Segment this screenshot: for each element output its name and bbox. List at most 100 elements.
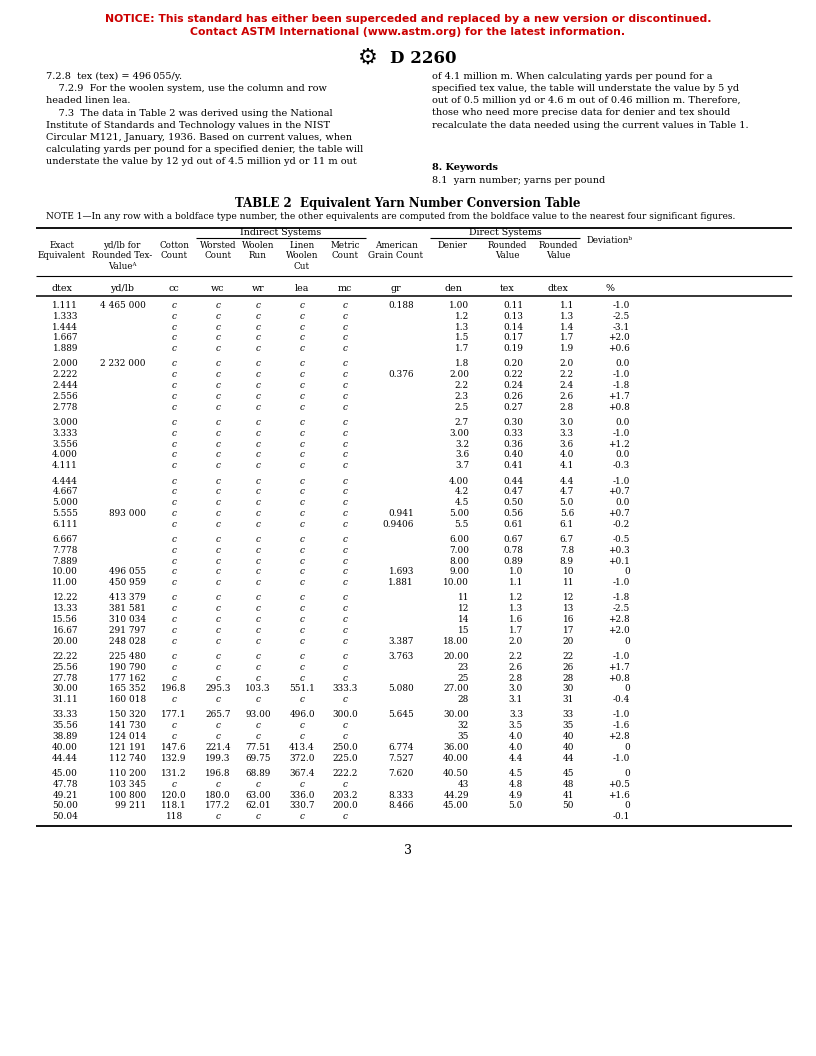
Text: c: c [299, 652, 304, 661]
Text: 0: 0 [624, 769, 630, 778]
Text: c: c [215, 812, 220, 822]
Text: 0.33: 0.33 [503, 429, 523, 438]
Text: c: c [255, 301, 260, 310]
Text: 4.0: 4.0 [560, 451, 574, 459]
Text: 0.376: 0.376 [388, 371, 414, 379]
Text: 190 790: 190 790 [109, 663, 146, 672]
Text: c: c [255, 498, 260, 507]
Text: 1.2: 1.2 [508, 593, 523, 603]
Text: 147.6: 147.6 [162, 743, 187, 752]
Text: 3.6: 3.6 [455, 451, 469, 459]
Text: den: den [444, 284, 462, 293]
Text: c: c [343, 557, 348, 566]
Text: 15.56: 15.56 [52, 615, 78, 624]
Text: c: c [171, 626, 176, 635]
Text: c: c [343, 429, 348, 438]
Text: c: c [299, 615, 304, 624]
Text: 177 162: 177 162 [109, 674, 146, 682]
Text: 196.8: 196.8 [162, 684, 187, 694]
Text: c: c [255, 509, 260, 517]
Text: c: c [215, 312, 220, 321]
Text: 551.1: 551.1 [289, 684, 315, 694]
Text: c: c [171, 535, 176, 544]
Text: 1.00: 1.00 [449, 301, 469, 310]
Text: 265.7: 265.7 [206, 711, 231, 719]
Text: +1.6: +1.6 [608, 791, 630, 799]
Text: 1.333: 1.333 [52, 312, 78, 321]
Text: c: c [215, 520, 220, 529]
Text: c: c [299, 381, 304, 390]
Text: c: c [215, 721, 220, 731]
Text: 7.778: 7.778 [52, 546, 78, 554]
Text: -1.0: -1.0 [613, 579, 630, 587]
Text: dtex: dtex [51, 284, 73, 293]
Text: 4.8: 4.8 [508, 779, 523, 789]
Text: 2.2: 2.2 [560, 371, 574, 379]
Text: +1.2: +1.2 [608, 439, 630, 449]
Text: c: c [255, 461, 260, 470]
Text: c: c [343, 732, 348, 741]
Text: 11: 11 [458, 593, 469, 603]
Text: 3.1: 3.1 [508, 695, 523, 704]
Text: c: c [255, 402, 260, 412]
Text: c: c [255, 429, 260, 438]
Text: 5.000: 5.000 [52, 498, 78, 507]
Text: 77.51: 77.51 [245, 743, 271, 752]
Text: lea: lea [295, 284, 309, 293]
Text: 16: 16 [562, 615, 574, 624]
Text: c: c [343, 359, 348, 369]
Text: c: c [343, 451, 348, 459]
Text: 1.3: 1.3 [560, 312, 574, 321]
Text: -1.0: -1.0 [613, 301, 630, 310]
Text: c: c [255, 535, 260, 544]
Text: 196.8: 196.8 [206, 769, 231, 778]
Text: c: c [299, 674, 304, 682]
Text: 44.29: 44.29 [443, 791, 469, 799]
Text: c: c [171, 381, 176, 390]
Text: c: c [215, 732, 220, 741]
Text: c: c [215, 322, 220, 332]
Text: 310 034: 310 034 [109, 615, 146, 624]
Text: 41: 41 [562, 791, 574, 799]
Text: 5.080: 5.080 [388, 684, 414, 694]
Text: 103.3: 103.3 [245, 684, 271, 694]
Text: 4.000: 4.000 [52, 451, 78, 459]
Text: 17: 17 [562, 626, 574, 635]
Text: -1.0: -1.0 [613, 429, 630, 438]
Text: 118: 118 [166, 812, 183, 822]
Text: Indirect Systems: Indirect Systems [241, 228, 322, 237]
Text: 2.0: 2.0 [508, 637, 523, 645]
Text: 110 200: 110 200 [109, 769, 146, 778]
Text: 120.0: 120.0 [161, 791, 187, 799]
Text: c: c [255, 451, 260, 459]
Text: 0.0: 0.0 [615, 418, 630, 427]
Text: c: c [171, 604, 176, 614]
Text: c: c [343, 476, 348, 486]
Text: 6.667: 6.667 [52, 535, 78, 544]
Text: 1.7: 1.7 [455, 344, 469, 353]
Text: 300.0: 300.0 [332, 711, 358, 719]
Text: 333.3: 333.3 [332, 684, 357, 694]
Text: 203.2: 203.2 [332, 791, 357, 799]
Text: c: c [255, 615, 260, 624]
Text: c: c [255, 812, 260, 822]
Text: -0.1: -0.1 [613, 812, 630, 822]
Text: 1.881: 1.881 [388, 579, 414, 587]
Text: 0.50: 0.50 [503, 498, 523, 507]
Text: 4.111: 4.111 [52, 461, 78, 470]
Text: c: c [299, 402, 304, 412]
Text: c: c [255, 381, 260, 390]
Text: c: c [299, 567, 304, 577]
Text: 20.00: 20.00 [443, 652, 469, 661]
Text: 8.466: 8.466 [388, 802, 414, 810]
Text: 31: 31 [562, 695, 574, 704]
Text: c: c [255, 520, 260, 529]
Text: 381 581: 381 581 [109, 604, 146, 614]
Text: c: c [255, 637, 260, 645]
Text: 30: 30 [562, 684, 574, 694]
Text: Denier: Denier [438, 241, 468, 250]
Text: c: c [255, 439, 260, 449]
Text: c: c [171, 359, 176, 369]
Text: 0.0: 0.0 [615, 498, 630, 507]
Text: +2.0: +2.0 [608, 626, 630, 635]
